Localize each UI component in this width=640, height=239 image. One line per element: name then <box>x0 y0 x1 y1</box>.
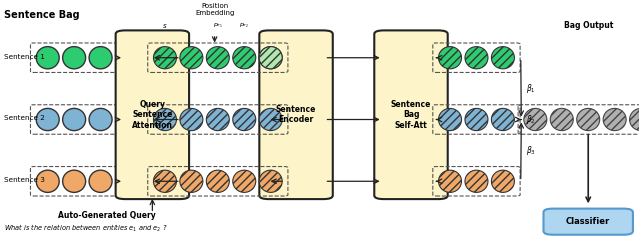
Ellipse shape <box>259 47 282 69</box>
Ellipse shape <box>233 170 256 192</box>
Ellipse shape <box>630 109 640 130</box>
Text: $p_{e_1}$: $p_{e_1}$ <box>212 22 223 30</box>
Text: Sentence 3: Sentence 3 <box>4 177 45 183</box>
Ellipse shape <box>465 47 488 69</box>
Ellipse shape <box>154 170 177 192</box>
Ellipse shape <box>233 47 256 69</box>
Text: Query
Sentence
Attention: Query Sentence Attention <box>132 100 173 130</box>
Text: $\beta_1$: $\beta_1$ <box>526 82 536 95</box>
Text: Position
Embedding: Position Embedding <box>195 3 234 16</box>
Ellipse shape <box>259 109 282 130</box>
Ellipse shape <box>63 109 86 130</box>
Text: Sentence
Bag
Self-Att: Sentence Bag Self-Att <box>391 100 431 130</box>
FancyBboxPatch shape <box>543 209 633 235</box>
Ellipse shape <box>89 109 112 130</box>
Ellipse shape <box>259 170 282 192</box>
Ellipse shape <box>206 109 229 130</box>
Ellipse shape <box>492 109 515 130</box>
FancyBboxPatch shape <box>259 30 333 199</box>
Ellipse shape <box>36 170 59 192</box>
Ellipse shape <box>154 109 177 130</box>
Ellipse shape <box>180 109 203 130</box>
Ellipse shape <box>89 47 112 69</box>
Ellipse shape <box>233 109 256 130</box>
Ellipse shape <box>438 170 461 192</box>
Ellipse shape <box>36 109 59 130</box>
Ellipse shape <box>63 47 86 69</box>
Ellipse shape <box>206 47 229 69</box>
Ellipse shape <box>465 170 488 192</box>
FancyBboxPatch shape <box>374 30 448 199</box>
Text: Sentence
Encoder: Sentence Encoder <box>276 105 316 125</box>
Ellipse shape <box>492 170 515 192</box>
Text: Bag Output: Bag Output <box>564 21 613 30</box>
FancyBboxPatch shape <box>116 30 189 199</box>
Ellipse shape <box>492 47 515 69</box>
Text: Classifier: Classifier <box>566 217 611 226</box>
Text: What is the relation between entities $e_1$ and $e_2$ ?: What is the relation between entities $e… <box>4 222 168 234</box>
Ellipse shape <box>180 47 203 69</box>
Ellipse shape <box>180 170 203 192</box>
Ellipse shape <box>577 109 600 130</box>
Ellipse shape <box>259 47 282 69</box>
Text: $\beta_2$: $\beta_2$ <box>526 113 536 126</box>
Ellipse shape <box>89 170 112 192</box>
Ellipse shape <box>524 109 547 130</box>
Text: Sentence Bag: Sentence Bag <box>4 10 79 20</box>
Ellipse shape <box>438 109 461 130</box>
Ellipse shape <box>550 109 573 130</box>
Text: Sentence 1: Sentence 1 <box>4 54 45 60</box>
Text: Auto-Generated Query: Auto-Generated Query <box>58 211 156 220</box>
Ellipse shape <box>603 109 626 130</box>
Text: $s$: $s$ <box>162 22 168 30</box>
Text: Sentence 2: Sentence 2 <box>4 115 45 121</box>
Text: $p_{e_2}$: $p_{e_2}$ <box>239 22 250 30</box>
Ellipse shape <box>154 47 177 69</box>
Ellipse shape <box>465 109 488 130</box>
Ellipse shape <box>36 47 59 69</box>
Ellipse shape <box>206 170 229 192</box>
Text: $\beta_3$: $\beta_3$ <box>526 144 536 157</box>
Ellipse shape <box>63 170 86 192</box>
Ellipse shape <box>438 47 461 69</box>
